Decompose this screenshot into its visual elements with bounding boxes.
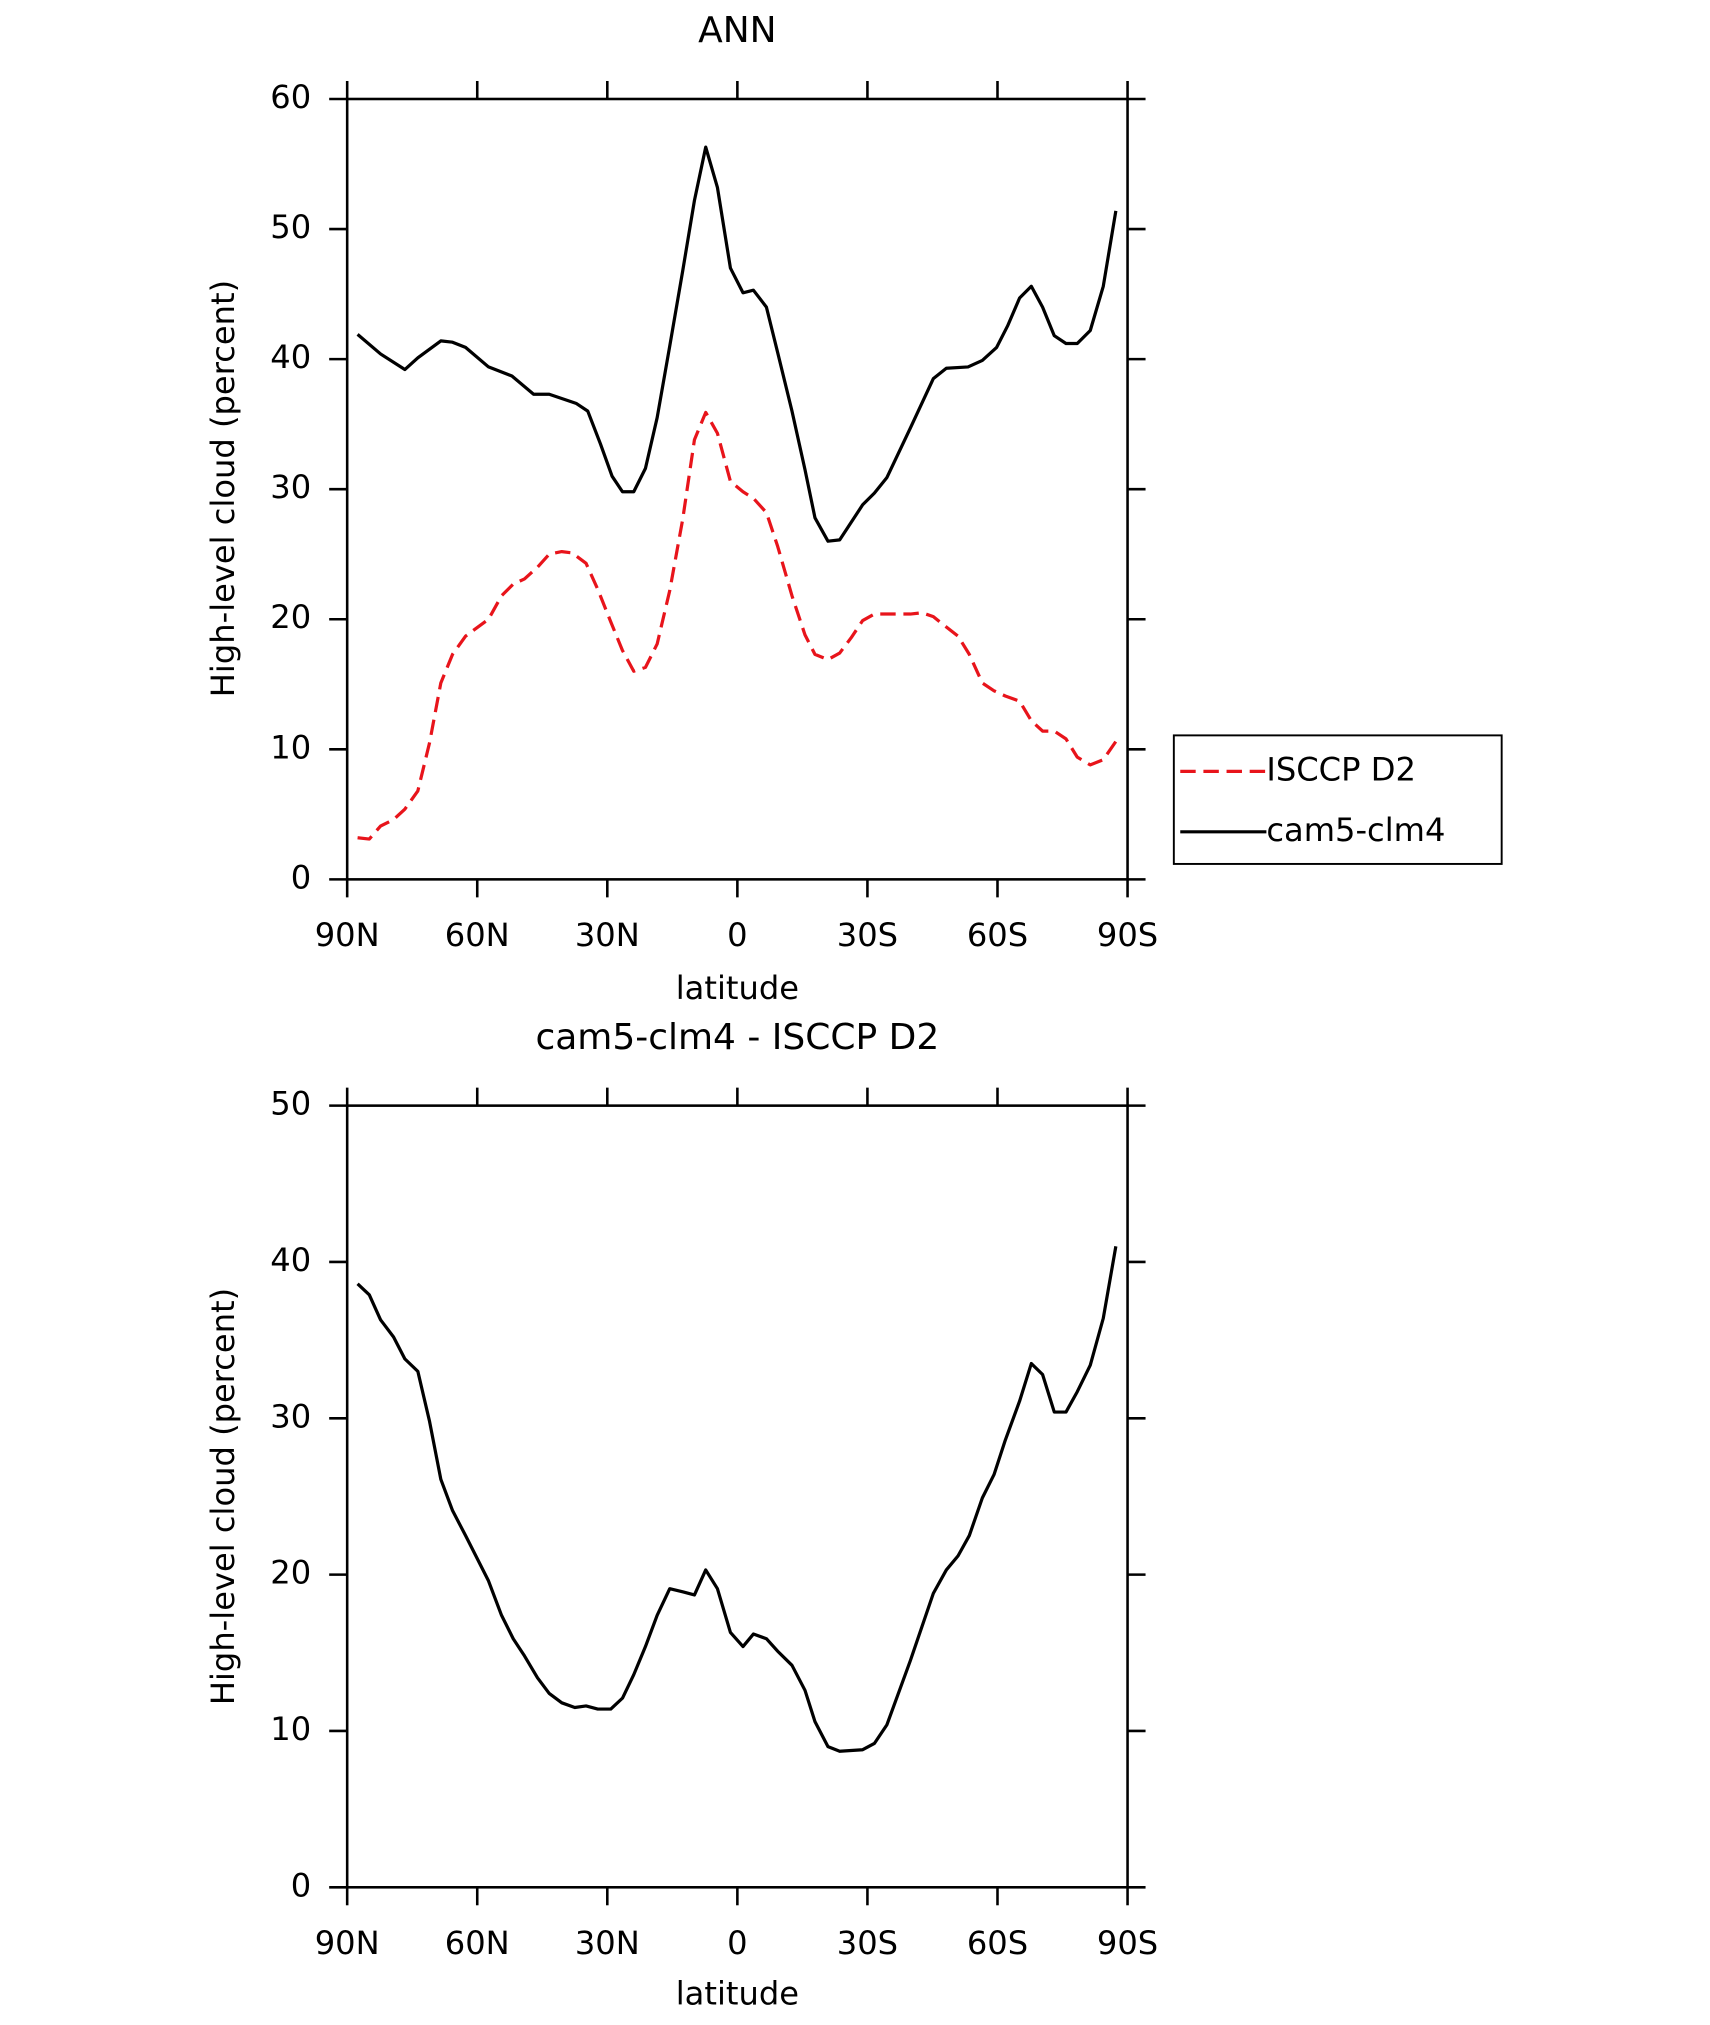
y-tick-label: 0 [291,858,311,896]
y-tick-label: 30 [270,468,311,506]
y-tick-label: 40 [270,338,311,376]
legend-box [1172,734,1503,865]
chart-title: ANN [698,10,776,51]
legend-label: cam5-clm4 [1266,811,1445,849]
y-tick-label: 0 [291,1866,311,1904]
x-tick-label: 30S [837,916,898,954]
x-tick-label: 0 [727,1924,747,1962]
y-axis-label: High-level cloud (percent) [204,1288,242,1705]
y-tick-label: 20 [270,1554,311,1592]
y-tick-label: 30 [270,1397,311,1435]
plot-frame [345,1104,1129,1889]
x-tick-label: 60N [445,916,510,954]
y-tick-label: 50 [270,1085,311,1123]
y-axis-label: High-level cloud (percent) [204,280,242,697]
y-tick-label: 50 [270,208,311,246]
data-line [356,145,1118,543]
x-tick-label: 90N [315,1924,380,1962]
y-tick-label: 10 [270,1710,311,1748]
y-tick-label: 10 [270,728,311,766]
legend-label: ISCCP D2 [1266,750,1416,788]
data-line [356,1246,1118,1753]
x-tick-label: 90N [315,916,380,954]
x-tick-label: 30S [837,1924,898,1962]
x-tick-label: 30N [575,916,640,954]
x-tick-label: 90S [1097,916,1158,954]
chart-title: cam5-clm4 - ISCCP D2 [535,1017,939,1058]
y-tick-label: 60 [270,78,311,116]
x-axis-label: latitude [676,969,799,1007]
x-tick-label: 60S [967,1924,1028,1962]
x-tick-label: 30N [575,1924,640,1962]
x-tick-label: 90S [1097,1924,1158,1962]
data-line [357,410,1118,841]
x-tick-label: 60S [967,916,1028,954]
x-tick-label: 0 [727,916,747,954]
y-tick-label: 40 [270,1241,311,1279]
y-tick-label: 20 [270,598,311,636]
x-axis-label: latitude [676,1974,799,2012]
x-tick-label: 60N [445,1924,510,1962]
